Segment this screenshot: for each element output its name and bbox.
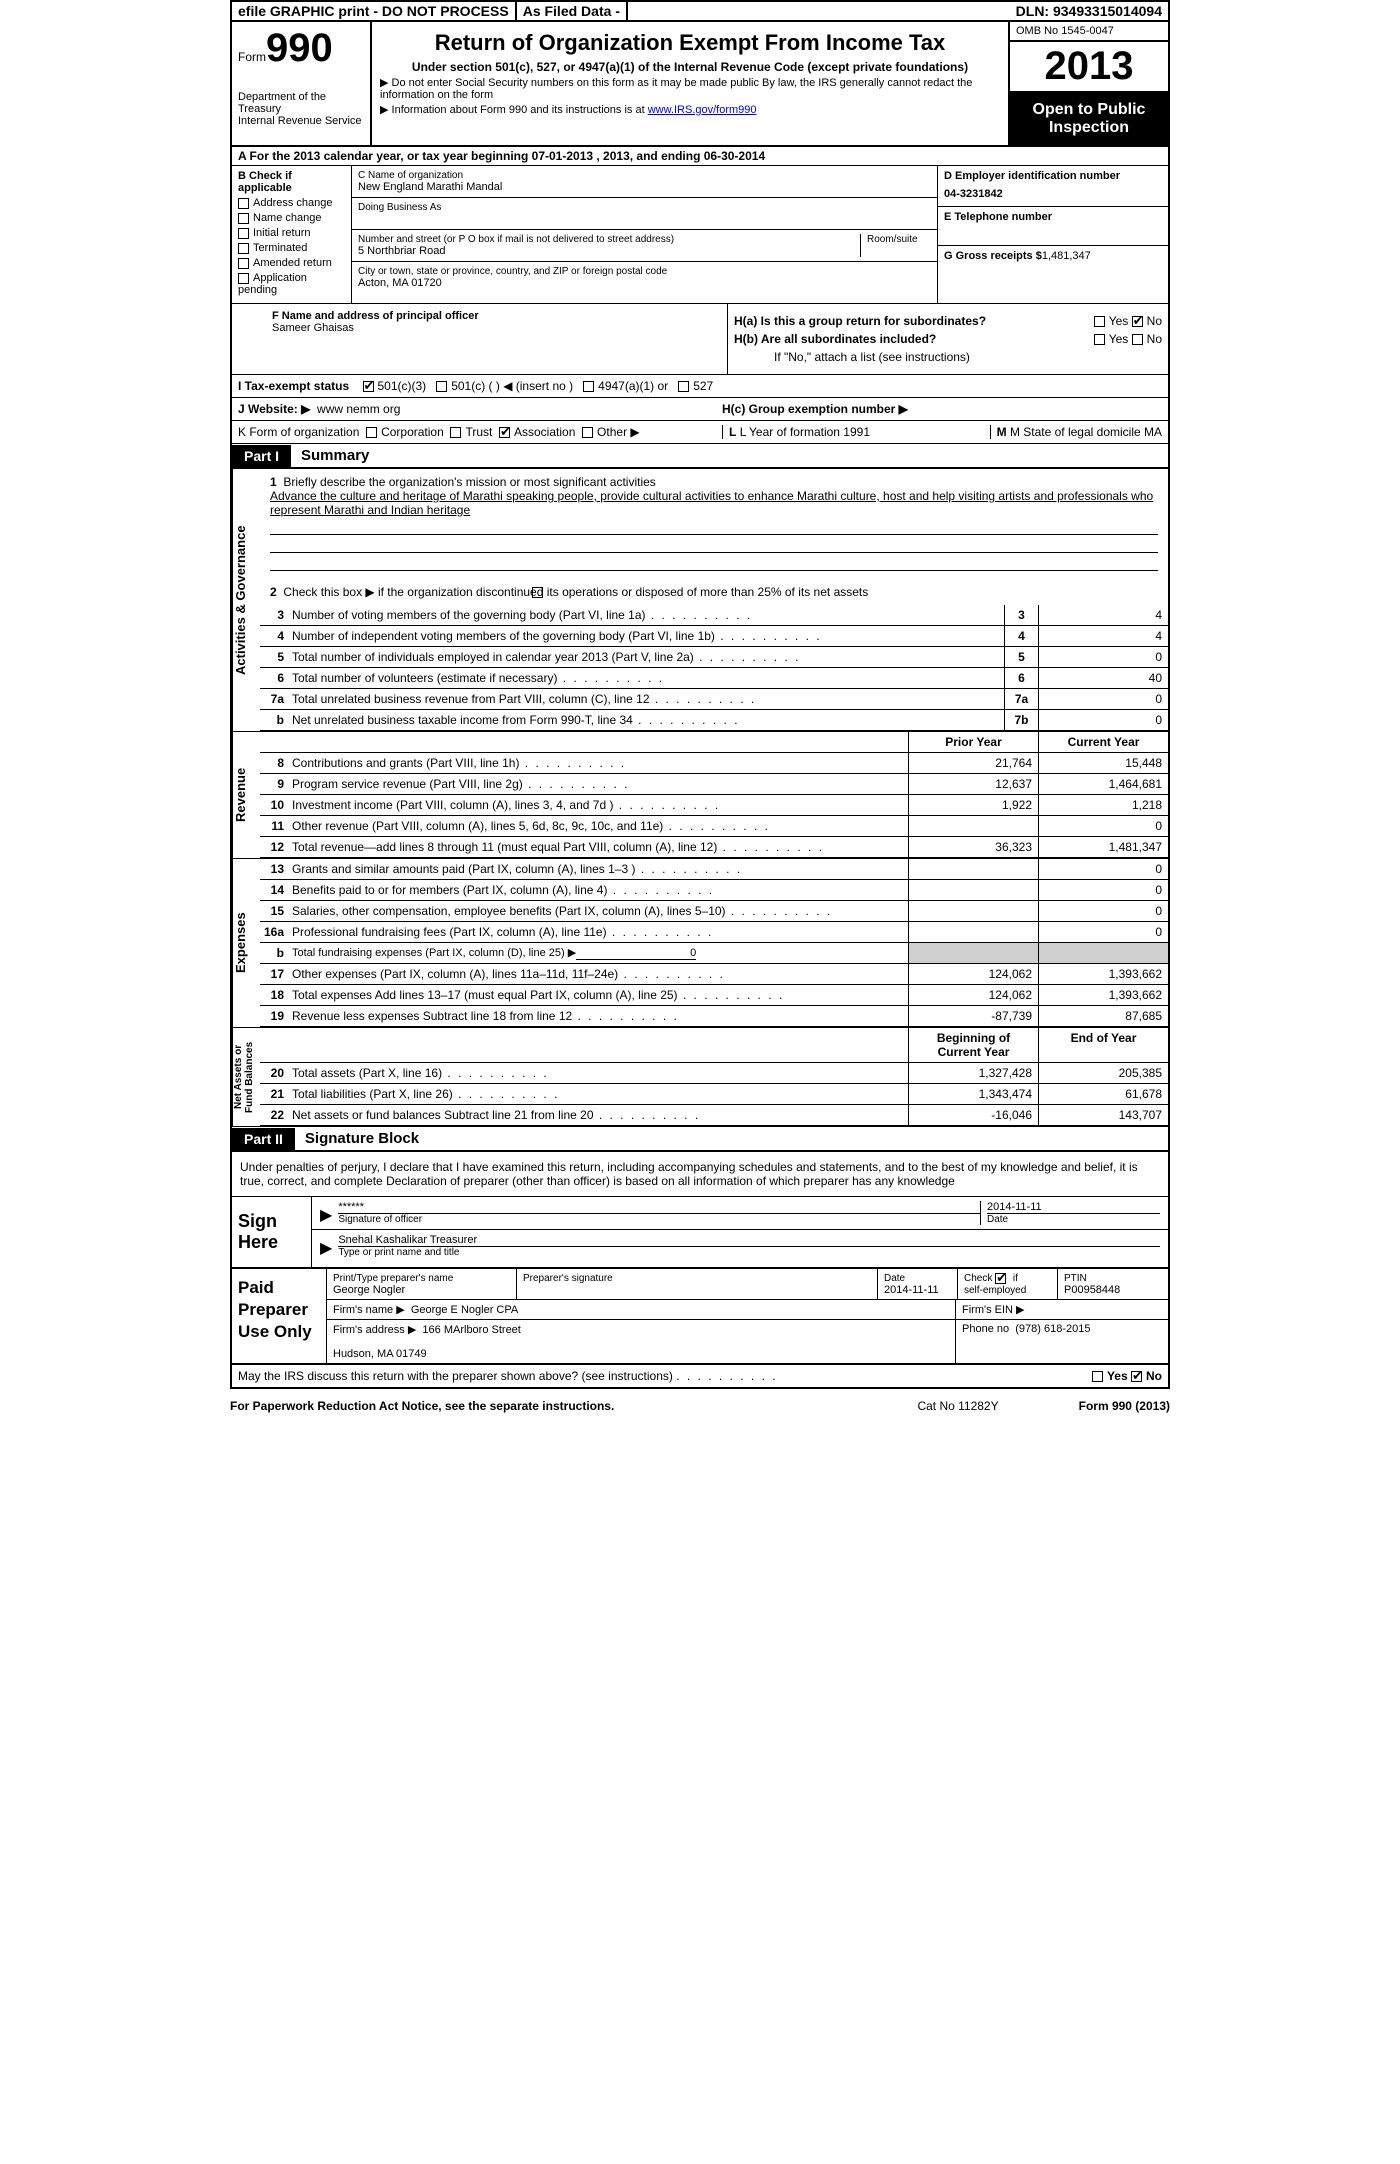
form-subtitle: Under section 501(c), 527, or 4947(a)(1)… <box>380 60 1000 74</box>
perjury-declaration: Under penalties of perjury, I declare th… <box>230 1152 1170 1196</box>
prep-date: 2014-11-11 <box>884 1284 939 1296</box>
efile-notice: efile GRAPHIC print - DO NOT PROCESS <box>232 2 517 20</box>
activities-governance: Activities & Governance 1 Briefly descri… <box>230 469 1170 732</box>
tax-year: 2013 <box>1010 42 1168 93</box>
org-name: New England Marathi Mandal <box>358 181 931 193</box>
row-a-tax-year: A For the 2013 calendar year, or tax yea… <box>230 147 1170 166</box>
col-d-ein: D Employer identification number 04-3231… <box>938 166 1168 303</box>
tax-527[interactable] <box>678 381 689 392</box>
vtab-governance: Activities & Governance <box>232 469 260 731</box>
top-bar: efile GRAPHIC print - DO NOT PROCESS As … <box>230 0 1170 22</box>
tax-501c[interactable] <box>436 381 447 392</box>
net-assets-section: Net Assets or Fund Balances Beginning of… <box>230 1028 1170 1126</box>
website: www nemm org <box>317 402 400 416</box>
tax-4947[interactable] <box>583 381 594 392</box>
firm-phone: (978) 618-2015 <box>1015 1323 1090 1335</box>
paid-preparer-block: Paid Preparer Use Only Print/Type prepar… <box>230 1268 1170 1365</box>
self-employed-check[interactable] <box>995 1273 1006 1284</box>
checkbox-initial-return[interactable] <box>238 228 249 239</box>
sign-here-block: Sign Here ▶ ****** Signature of officer … <box>230 1196 1170 1268</box>
org-city: Acton, MA 01720 <box>358 277 931 289</box>
sig-date: 2014-11-11 <box>987 1201 1160 1213</box>
form-number: Form990 <box>238 26 364 71</box>
open-to-public: Open to Public Inspection <box>1010 93 1168 145</box>
dept-treasury: Department of the Treasury Internal Reve… <box>238 91 364 127</box>
form-header: Form990 Department of the Treasury Inter… <box>230 22 1170 147</box>
org-address: 5 Northbriar Road <box>358 245 854 257</box>
as-filed: As Filed Data - <box>517 2 628 20</box>
expenses-section: Expenses 13Grants and similar amounts pa… <box>230 859 1170 1028</box>
discontinued-checkbox[interactable] <box>532 587 543 598</box>
info-note: ▶ Information about Form 990 and its ins… <box>380 103 1000 116</box>
checkbox-amended[interactable] <box>238 258 249 269</box>
part-2-header: Part II Signature Block <box>230 1126 1170 1152</box>
form-990-page: efile GRAPHIC print - DO NOT PROCESS As … <box>230 0 1170 1417</box>
discuss-no[interactable] <box>1131 1371 1142 1382</box>
dln: DLN: 93493315014094 <box>1010 2 1168 20</box>
form-title: Return of Organization Exempt From Incom… <box>380 30 1000 56</box>
hb-yes[interactable] <box>1094 334 1105 345</box>
preparer-name: George Nogler <box>333 1284 405 1296</box>
discuss-yes[interactable] <box>1092 1371 1103 1382</box>
checkbox-address-change[interactable] <box>238 198 249 209</box>
line-i: I Tax-exempt status 501(c)(3) 501(c) ( )… <box>230 375 1170 398</box>
firm-name: George E Nogler CPA <box>411 1304 518 1316</box>
checkbox-name-change[interactable] <box>238 213 249 224</box>
mission-text: Advance the culture and heritage of Mara… <box>270 489 1153 517</box>
ha-yes[interactable] <box>1094 316 1105 327</box>
gross-receipts: 1,481,347 <box>1042 250 1091 262</box>
section-fh: F Name and address of principal officer … <box>230 303 1170 375</box>
section-bcd: B Check if applicable Address change Nam… <box>230 166 1170 303</box>
line-k: K Form of organization Corporation Trust… <box>230 421 1170 443</box>
ha-no[interactable] <box>1132 316 1143 327</box>
ptin: P00958448 <box>1064 1284 1120 1296</box>
discuss-line: May the IRS discuss this return with the… <box>230 1365 1170 1389</box>
vtab-netassets: Net Assets or Fund Balances <box>232 1028 260 1126</box>
officer-name: Snehal Kashalikar Treasurer <box>338 1234 1160 1246</box>
revenue-section: Revenue Prior Year Current Year 8Contrib… <box>230 732 1170 859</box>
col-b-checkboxes: B Check if applicable Address change Nam… <box>232 166 352 303</box>
vtab-expenses: Expenses <box>232 859 260 1027</box>
irs-link[interactable]: www.IRS.gov/form990 <box>648 104 757 116</box>
line-j: J Website: ▶ www nemm org H(c) Group exe… <box>230 398 1170 421</box>
footer: For Paperwork Reduction Act Notice, see … <box>230 1389 1170 1417</box>
col-c-org-info: C Name of organization New England Marat… <box>352 166 938 303</box>
checkbox-app-pending[interactable] <box>238 273 249 284</box>
ssn-note: ▶ Do not enter Social Security numbers o… <box>380 76 1000 101</box>
checkbox-terminated[interactable] <box>238 243 249 254</box>
omb-number: OMB No 1545-0047 <box>1010 22 1168 42</box>
principal-officer: Sameer Ghaisas <box>272 322 354 334</box>
tax-501c3[interactable] <box>363 381 374 392</box>
part-1-header: Part I Summary <box>230 443 1170 469</box>
ein-value: 04-3231842 <box>944 188 1162 200</box>
vtab-revenue: Revenue <box>232 732 260 858</box>
hb-no[interactable] <box>1132 334 1143 345</box>
